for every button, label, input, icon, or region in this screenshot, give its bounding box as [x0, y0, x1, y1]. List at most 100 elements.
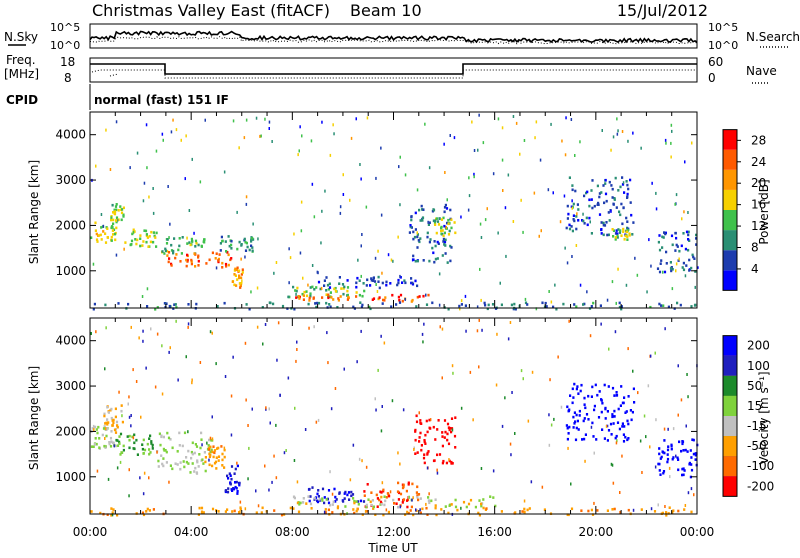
- scatter-cell: [526, 303, 529, 306]
- scatter-cell: [691, 253, 694, 257]
- scatter-cell: [164, 249, 167, 252]
- scatter-cell: [152, 231, 155, 234]
- scatter-cell: [327, 501, 331, 505]
- sparse-cell: [438, 303, 441, 307]
- scatter-cell: [334, 500, 337, 503]
- sparse-cell: [381, 271, 383, 275]
- scatter-cell: [355, 500, 358, 503]
- scatter-cell: [90, 445, 94, 448]
- scatter-cell: [689, 449, 692, 452]
- scatter-cell: [669, 267, 673, 270]
- scatter-cell: [111, 419, 114, 422]
- scatter-cell: [214, 460, 218, 464]
- scatter-cell: [245, 303, 248, 306]
- scatter-cell: [157, 459, 160, 463]
- scatter-cell: [411, 482, 414, 486]
- sparse-cell: [530, 480, 533, 484]
- sparse-cell: [614, 330, 617, 334]
- scatter-cell: [178, 431, 181, 435]
- scatter-cell: [180, 252, 183, 255]
- scatter-cell: [106, 513, 109, 516]
- sparse-cell: [375, 176, 377, 180]
- scatter-cell: [366, 510, 369, 513]
- sparse-cell: [128, 468, 130, 472]
- scatter-cell: [434, 223, 437, 226]
- scatter-cell: [603, 201, 606, 205]
- scatter-cell: [238, 269, 241, 273]
- scatter-cell: [289, 506, 292, 510]
- scatter-cell: [421, 219, 424, 222]
- sparse-cell: [495, 383, 498, 387]
- scatter-cell: [114, 205, 118, 208]
- scatter-cell: [148, 509, 151, 512]
- scatter-cell: [111, 203, 114, 207]
- scatter-cell: [620, 385, 623, 388]
- sparse-cell: [204, 118, 206, 122]
- scatter-cell: [625, 180, 628, 183]
- scatter-cell: [133, 433, 136, 437]
- sparse-cell: [142, 199, 145, 203]
- scatter-cell: [414, 428, 417, 432]
- scatter-cell: [446, 422, 450, 426]
- sparse-cell: [257, 504, 260, 508]
- scatter-cell: [150, 230, 153, 234]
- scatter-cell: [614, 232, 618, 235]
- sparse-cell: [392, 259, 394, 263]
- sparse-cell: [548, 413, 550, 417]
- scatter-cell: [613, 198, 616, 201]
- scatter-cell: [592, 301, 595, 305]
- scatter-cell: [669, 261, 672, 264]
- sparse-cell: [191, 378, 193, 382]
- sparse-cell: [247, 477, 249, 481]
- scatter-cell: [239, 507, 242, 511]
- sparse-cell: [296, 340, 298, 344]
- scatter-cell: [98, 437, 101, 440]
- sparse-cell: [300, 229, 303, 233]
- scatter-cell: [618, 301, 621, 305]
- scatter-cell: [191, 441, 194, 445]
- scatter-cell: [410, 215, 413, 218]
- scatter-cell: [434, 506, 437, 510]
- sparse-cell: [686, 373, 688, 376]
- scatter-cell: [692, 438, 695, 442]
- scatter-cell: [142, 513, 146, 517]
- scatter-cell: [369, 284, 372, 287]
- scatter-cell: [444, 252, 447, 255]
- scatter-cell: [562, 302, 565, 306]
- scatter-cell: [260, 511, 263, 514]
- scatter-cell: [582, 219, 585, 223]
- scatter-cell: [224, 489, 227, 492]
- scatter-cell: [369, 307, 372, 311]
- x-tick-label: 00:00: [680, 525, 715, 539]
- scatter-cell: [600, 399, 603, 402]
- scatter-cell: [103, 412, 106, 416]
- sparse-cell: [637, 391, 639, 395]
- sparse-cell: [476, 305, 479, 309]
- sparse-cell: [589, 220, 591, 224]
- scatter-cell: [327, 296, 330, 300]
- sparse-cell: [154, 385, 157, 389]
- scatter-cell: [615, 393, 619, 397]
- scatter-cell: [179, 260, 182, 263]
- scatter-cell: [442, 234, 445, 238]
- scatter-cell: [361, 303, 364, 307]
- scatter-cell: [443, 240, 447, 244]
- scatter-cell: [230, 465, 234, 468]
- scatter-cell: [616, 232, 619, 235]
- scatter-cell: [450, 417, 454, 420]
- power-x-ticks: [89, 112, 698, 308]
- scatter-cell: [261, 506, 264, 510]
- scatter-cell: [417, 493, 421, 496]
- sparse-cell: [478, 113, 480, 117]
- scatter-cell: [682, 449, 685, 452]
- scatter-cell: [162, 447, 165, 451]
- scatter-cell: [396, 490, 400, 493]
- scatter-cell: [110, 407, 113, 411]
- scatter-cell: [425, 303, 429, 306]
- scatter-cell: [437, 242, 440, 245]
- scatter-cell: [399, 293, 403, 297]
- scatter-cell: [419, 421, 422, 425]
- scatter-cell: [217, 446, 220, 450]
- scatter-cell: [607, 211, 610, 214]
- scatter-cell: [633, 401, 636, 404]
